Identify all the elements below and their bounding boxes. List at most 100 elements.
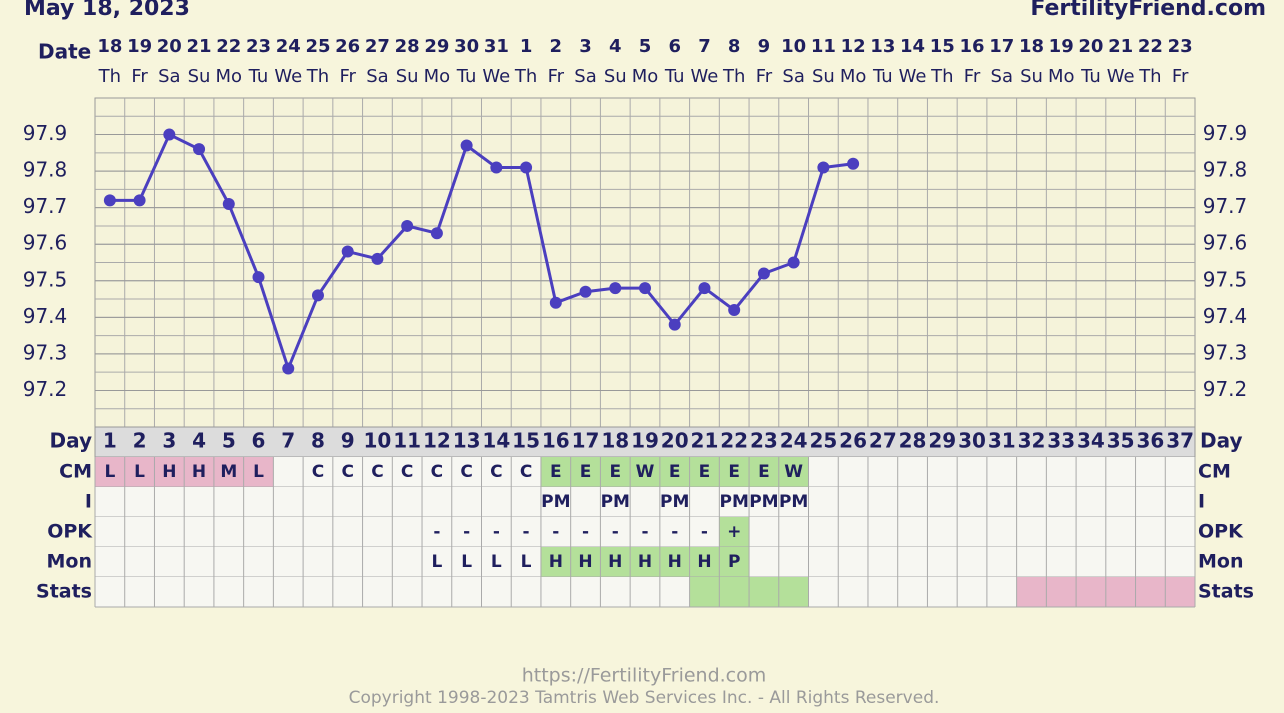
day-number: 24 xyxy=(780,429,808,453)
cell-text: L xyxy=(253,462,264,482)
day-number: 7 xyxy=(281,429,295,453)
temperature-point xyxy=(341,245,354,258)
cell-text: L xyxy=(521,552,532,572)
date-number: 17 xyxy=(989,36,1014,57)
day-label-right: Day xyxy=(1200,429,1243,453)
weekday: We xyxy=(482,66,510,87)
weekday: Su xyxy=(188,66,211,87)
cell-text: - xyxy=(582,522,589,542)
y-tick-label-right: 97.6 xyxy=(1203,231,1248,255)
date-number: 19 xyxy=(1049,36,1074,57)
weekday: Su xyxy=(812,66,835,87)
cell-text: P xyxy=(728,552,740,572)
y-tick-label: 97.9 xyxy=(23,121,68,145)
weekday: Fr xyxy=(964,66,981,87)
day-number: 37 xyxy=(1166,429,1194,453)
day-number: 11 xyxy=(393,429,421,453)
y-tick-label: 97.6 xyxy=(23,231,68,255)
cell-text: C xyxy=(341,462,353,482)
date-number: 22 xyxy=(216,36,241,57)
date-number: 20 xyxy=(157,36,182,57)
date-number: 3 xyxy=(579,36,592,57)
cell-text: H xyxy=(192,462,206,482)
cell-text: W xyxy=(636,462,655,482)
weekday: Tu xyxy=(456,66,477,87)
y-tick-label: 97.4 xyxy=(23,304,68,328)
temperature-point xyxy=(490,161,503,174)
cell-text: PM xyxy=(719,492,748,512)
date-number: 23 xyxy=(1168,36,1193,57)
row-label: Stats xyxy=(36,581,92,603)
row-label: OPK xyxy=(47,521,93,543)
temperature-point xyxy=(847,157,860,170)
date-number: 13 xyxy=(870,36,895,57)
cell-text: H xyxy=(578,552,592,572)
date-number: 5 xyxy=(639,36,652,57)
weekday: Th xyxy=(930,66,953,87)
cell-text: L xyxy=(104,462,115,482)
day-number: 23 xyxy=(750,429,778,453)
cell-text: - xyxy=(641,522,648,542)
weekday: Mo xyxy=(632,66,659,87)
day-number: 9 xyxy=(341,429,355,453)
footer-url: https://FertilityFriend.com xyxy=(522,665,767,687)
cell-text: PM xyxy=(749,492,778,512)
chart-date: May 18, 2023 xyxy=(24,0,190,21)
weekday: Sa xyxy=(782,66,804,87)
temperature-point xyxy=(252,271,265,284)
row-bg xyxy=(95,577,1195,607)
cell-text: C xyxy=(460,462,472,482)
weekday: Sa xyxy=(574,66,596,87)
date-number: 2 xyxy=(550,36,563,57)
date-number: 14 xyxy=(900,36,925,57)
day-number: 22 xyxy=(720,429,748,453)
weekday: Fr xyxy=(756,66,773,87)
weekday: Th xyxy=(722,66,745,87)
row-label-right: Stats xyxy=(1198,581,1254,603)
cell-text: PM xyxy=(601,492,630,512)
date-number: 25 xyxy=(305,36,330,57)
temperature-point xyxy=(163,128,176,141)
day-number: 17 xyxy=(572,429,600,453)
weekday: Tu xyxy=(664,66,685,87)
weekday: We xyxy=(899,66,927,87)
weekday: Su xyxy=(604,66,627,87)
date-number: 21 xyxy=(187,36,212,57)
weekday: Fr xyxy=(548,66,565,87)
cell-text: E xyxy=(699,462,711,482)
cell-text: - xyxy=(701,522,708,542)
temperature-point xyxy=(757,267,770,280)
y-tick-label: 97.7 xyxy=(23,194,68,218)
cell-highlight xyxy=(540,547,750,577)
cell-text: - xyxy=(463,522,470,542)
date-number: 24 xyxy=(276,36,301,57)
temperature-point xyxy=(639,282,651,295)
temperature-point xyxy=(549,296,562,309)
weekday: Th xyxy=(514,66,537,87)
date-number: 9 xyxy=(758,36,771,57)
date-number: 19 xyxy=(127,36,152,57)
weekday: Sa xyxy=(158,66,180,87)
day-number: 18 xyxy=(601,429,629,453)
date-number: 7 xyxy=(698,36,711,57)
day-number: 25 xyxy=(809,429,837,453)
row-label-right: I xyxy=(1198,491,1205,513)
y-tick-label-right: 97.3 xyxy=(1203,340,1248,364)
row-label: CM xyxy=(59,461,92,483)
weekday: Th xyxy=(1138,66,1161,87)
cell-text: + xyxy=(727,522,741,542)
cell-highlight xyxy=(540,457,809,487)
weekday: Mo xyxy=(1048,66,1075,87)
cell-text: H xyxy=(697,552,711,572)
temperature-point xyxy=(133,194,146,207)
cell-text: - xyxy=(433,522,440,542)
y-tick-label: 97.2 xyxy=(23,377,68,401)
weekday: Mo xyxy=(840,66,867,87)
day-number: 3 xyxy=(162,429,176,453)
day-number: 35 xyxy=(1107,429,1135,453)
day-number: 5 xyxy=(222,429,236,453)
cell-text: C xyxy=(431,462,443,482)
day-number: 13 xyxy=(453,429,481,453)
weekday: Th xyxy=(306,66,329,87)
